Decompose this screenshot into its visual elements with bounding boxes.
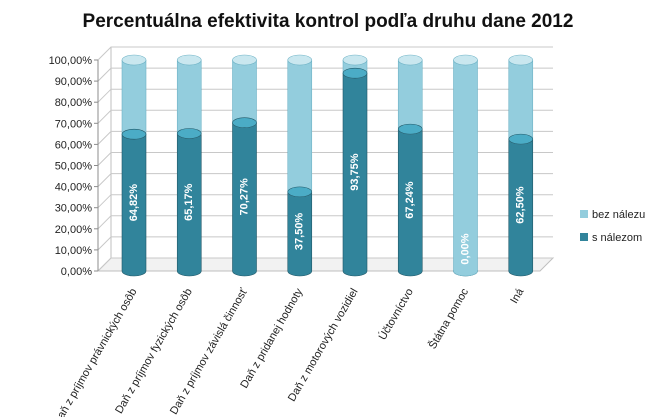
bar-segment-bez-nalezu [397,59,423,135]
gridline [97,173,553,187]
gridline [97,152,553,166]
bar-segment-cap [342,67,368,79]
gridline [97,46,553,61]
bar-top-cap [287,54,313,66]
chart-title: Percentuálna efektivita kontrol podľa dr… [83,11,574,32]
gridline [97,109,553,124]
data-labels: 64,82% 65,17% 70,27% 37,50% 93,75% 67,24% 0,00… [128,153,527,264]
legend: bez nálezu s nálezom [580,209,645,244]
bars [121,54,534,277]
bar-top-cap [232,54,257,66]
data-label: 64,82% [128,184,140,222]
y-tick-label: 60,00% [55,139,93,151]
y-tick-label: 20,00% [55,224,93,236]
category-label: Daň z pridanej hodnoty [238,286,305,390]
bar-stack [232,54,257,277]
bar-stack [287,54,313,277]
bar-segment-cap [287,186,313,198]
y-axis: 0,00% 10,00% 20,00% 30,00% 40,00% 50,00% 60,00… [49,55,99,278]
gridlines [97,46,553,272]
gridline [97,130,553,145]
bar-stack [121,54,147,277]
bar-segment-cap [232,117,257,129]
bar-segment-bez-nalezu [508,59,534,145]
category-label: Štátna pomoc [426,286,471,352]
bar-segment-cap [397,123,423,135]
data-label: 67,24% [404,181,416,219]
bar-top-cap [121,54,147,66]
data-label: 65,17% [183,183,195,221]
bar-segment-cap [121,128,147,140]
bar-top-cap [508,54,534,66]
data-label: 93,75% [349,153,361,191]
bar-segment-bez-nalezu [176,59,202,139]
y-tick-label: 90,00% [55,76,93,88]
data-label: 62,50% [515,186,527,224]
data-label: 0,00% [459,233,471,264]
gridline [97,88,553,103]
bar-top-cap [397,54,423,66]
y-tick-label: 0,00% [61,266,92,278]
y-tick-label: 30,00% [55,203,93,215]
y-tick-label: 100,00% [49,55,93,67]
category-label: Účtovníctvo [376,286,416,342]
y-tick-label: 70,00% [55,118,93,130]
bar-segment-bez-nalezu [287,59,313,198]
category-label: Iná [508,286,526,306]
bar-stack [453,54,478,277]
data-label: 37,50% [294,213,306,251]
bar-segment-cap [176,128,202,139]
y-tick-label: 10,00% [55,245,93,257]
gridline [97,215,553,230]
gridline [97,67,553,82]
bar-stack [342,54,368,277]
bar-segment-bez-nalezu [121,59,147,140]
y-tick-label: 50,00% [55,161,93,173]
bar-stack [508,54,534,277]
bar-segment-cap [508,133,534,145]
gridline [97,194,553,209]
bar-top-cap [342,54,368,66]
y-tick-label: 80,00% [55,97,93,109]
bar-top-cap [453,54,478,66]
bar-top-cap [176,54,202,66]
bar-stack [397,54,423,277]
legend-swatch [580,210,588,218]
data-label: 70,27% [238,178,250,216]
gridline [97,236,553,251]
legend-swatch [580,233,588,241]
y-tick-label: 40,00% [55,182,93,194]
legend-label: bez nálezu [592,209,645,221]
legend-label: s nálezom [592,232,642,244]
chart-floor-plane [96,257,555,272]
bar-stack [176,54,202,277]
